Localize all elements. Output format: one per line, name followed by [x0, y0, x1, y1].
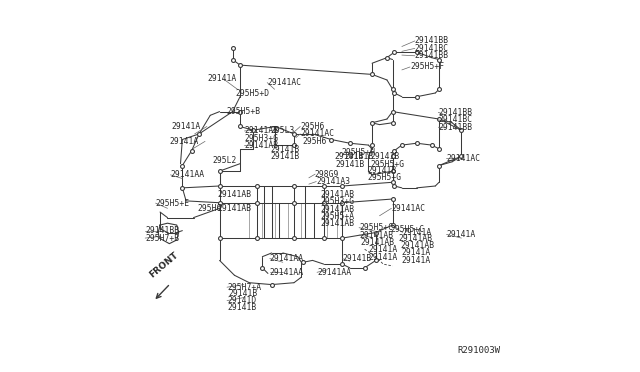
Text: 29141A: 29141A — [369, 246, 397, 254]
Text: 295H5+B: 295H5+B — [227, 107, 260, 116]
Text: 295H6: 295H6 — [302, 137, 326, 146]
Text: 29141AA: 29141AA — [270, 254, 304, 263]
Text: 29141A: 29141A — [170, 137, 198, 146]
Text: 295H3+G: 295H3+G — [245, 134, 279, 143]
Text: 29141AB: 29141AB — [360, 238, 394, 247]
Text: 295H5+A: 295H5+A — [321, 212, 355, 221]
Text: 29141B: 29141B — [367, 166, 397, 175]
Text: 295H7+B: 295H7+B — [145, 234, 179, 243]
Text: 29141BB: 29141BB — [438, 123, 472, 132]
Text: 29141A: 29141A — [207, 74, 237, 83]
Text: 29141B: 29141B — [229, 289, 258, 298]
Text: 295H5+C: 295H5+C — [390, 225, 425, 234]
Text: 29141A: 29141A — [447, 230, 476, 239]
Text: 295H5+D: 295H5+D — [235, 89, 269, 97]
Text: 29141AA: 29141AA — [170, 170, 205, 179]
Text: 29141AB: 29141AB — [218, 204, 252, 213]
Text: 29141AB: 29141AB — [218, 190, 252, 199]
Text: 295L3: 295L3 — [271, 126, 295, 135]
Text: 29141B: 29141B — [335, 160, 365, 169]
Text: 29141A: 29141A — [403, 228, 432, 237]
Text: 29141A: 29141A — [369, 253, 397, 262]
Text: 29141AC: 29141AC — [267, 78, 301, 87]
Text: 298G9: 298G9 — [315, 170, 339, 179]
Text: 29141B: 29141B — [271, 153, 300, 161]
Text: 29141AB: 29141AB — [398, 234, 432, 243]
Text: 29141AB: 29141AB — [400, 241, 434, 250]
Text: 29141AA: 29141AA — [270, 268, 304, 277]
Text: 29141AB: 29141AB — [321, 205, 355, 214]
Text: 29141BB: 29141BB — [415, 36, 449, 45]
Text: 295H6: 295H6 — [300, 122, 324, 131]
Text: 29141BC: 29141BC — [438, 115, 472, 124]
Text: 29141AB: 29141AB — [359, 231, 393, 240]
Text: 295H5+F: 295H5+F — [410, 62, 444, 71]
Text: 29141A3: 29141A3 — [316, 177, 351, 186]
Text: 295H5+G: 295H5+G — [367, 173, 401, 182]
Text: 295H3+G: 295H3+G — [321, 197, 355, 206]
Text: 29141A: 29141A — [172, 122, 200, 131]
Text: 29141B: 29141B — [344, 153, 374, 161]
Text: 29141AC: 29141AC — [392, 204, 426, 213]
Text: 29141BC: 29141BC — [415, 44, 449, 53]
Text: 29141B: 29141B — [335, 153, 364, 161]
Text: 29141D: 29141D — [227, 296, 256, 305]
Text: 29141AC: 29141AC — [300, 129, 335, 138]
Text: 295H5+G: 295H5+G — [370, 160, 404, 169]
Text: 29141AC: 29141AC — [447, 154, 481, 163]
Text: 29141AB: 29141AB — [321, 190, 355, 199]
Text: 29141AA: 29141AA — [317, 268, 351, 277]
Text: 295H6: 295H6 — [197, 204, 221, 213]
Text: 29141B: 29141B — [227, 303, 256, 312]
Text: 295H5+E: 295H5+E — [156, 199, 189, 208]
Text: 29141B: 29141B — [370, 153, 399, 161]
Text: 295L2: 295L2 — [212, 156, 237, 165]
Text: 29141B: 29141B — [271, 145, 300, 154]
Text: 29141AB: 29141AB — [321, 219, 355, 228]
Text: 29141B: 29141B — [342, 254, 372, 263]
Text: FRONT: FRONT — [148, 251, 180, 280]
Text: 295H5+H: 295H5+H — [342, 148, 376, 157]
Text: 29141BB: 29141BB — [145, 226, 179, 235]
Text: 29141AB: 29141AB — [245, 126, 279, 135]
Text: 295H7+A: 295H7+A — [227, 283, 261, 292]
Text: 29141BB: 29141BB — [415, 51, 449, 60]
Text: 29141BB: 29141BB — [438, 108, 472, 117]
Text: 29141AB: 29141AB — [245, 141, 279, 150]
Text: 295H5+C: 295H5+C — [359, 223, 393, 232]
Text: 29141A: 29141A — [402, 256, 431, 265]
Text: 29141A: 29141A — [402, 248, 431, 257]
Text: R291003W: R291003W — [458, 346, 500, 355]
